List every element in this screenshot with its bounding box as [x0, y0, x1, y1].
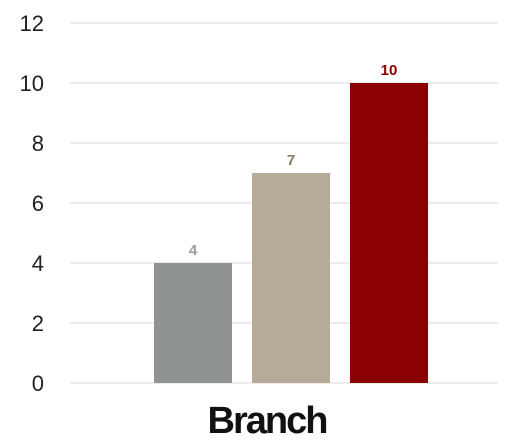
- y-tick-label: 6: [32, 191, 44, 216]
- y-tick-label: 0: [32, 371, 44, 396]
- data-labels: 4 7 10: [189, 62, 398, 259]
- y-axis-tick-labels: 0 2 4 6 8 10 12: [20, 11, 44, 396]
- bars: [154, 83, 428, 383]
- y-tick-label: 8: [32, 131, 44, 156]
- bar-1: [154, 263, 232, 383]
- x-axis-category-label: Branch: [208, 400, 327, 442]
- bar-2: [252, 173, 330, 383]
- data-label-1: 4: [189, 242, 198, 259]
- y-tick-label: 2: [32, 311, 44, 336]
- y-tick-label: 12: [20, 11, 44, 36]
- bar-3: [350, 83, 428, 383]
- data-label-3: 10: [381, 62, 398, 79]
- y-tick-label: 4: [32, 251, 44, 276]
- data-label-2: 7: [287, 152, 295, 169]
- y-tick-label: 10: [20, 71, 44, 96]
